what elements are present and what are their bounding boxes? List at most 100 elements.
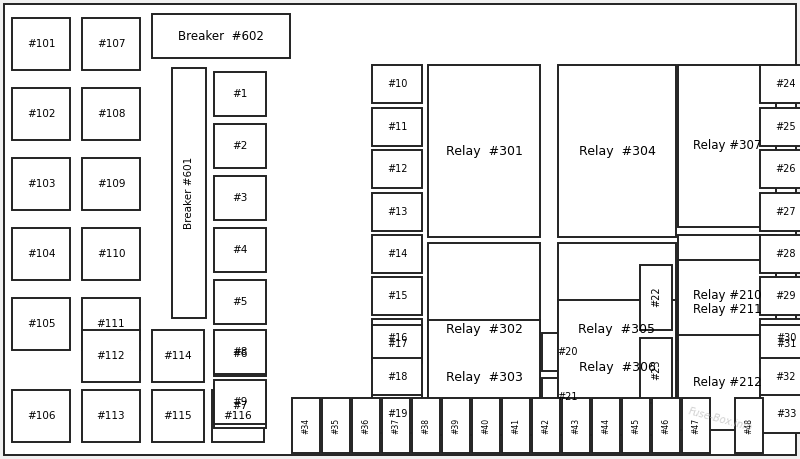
Text: #106: #106 xyxy=(26,411,55,421)
Text: #111: #111 xyxy=(97,319,126,329)
Text: #114: #114 xyxy=(164,351,192,361)
Bar xyxy=(532,398,560,453)
Bar xyxy=(372,235,422,273)
Text: #8: #8 xyxy=(232,347,248,357)
Text: #25: #25 xyxy=(776,122,796,132)
Bar xyxy=(214,176,266,220)
Bar xyxy=(82,390,140,442)
Text: #11: #11 xyxy=(387,122,407,132)
Bar xyxy=(12,158,70,210)
Text: #20: #20 xyxy=(558,347,578,357)
Bar xyxy=(82,88,140,140)
Bar xyxy=(678,235,776,355)
Text: #29: #29 xyxy=(776,291,796,301)
Bar xyxy=(212,390,264,442)
Bar xyxy=(442,398,470,453)
Bar xyxy=(652,398,680,453)
Text: #28: #28 xyxy=(776,249,796,259)
Bar xyxy=(152,330,204,382)
Bar xyxy=(12,18,70,70)
Bar xyxy=(372,319,422,357)
Text: #19: #19 xyxy=(387,409,407,419)
Text: #32: #32 xyxy=(776,372,796,382)
Text: #15: #15 xyxy=(386,291,407,301)
Bar xyxy=(502,398,530,453)
Text: Relay  #303: Relay #303 xyxy=(446,371,522,384)
Bar xyxy=(12,390,70,442)
Bar xyxy=(214,330,266,374)
Text: #45: #45 xyxy=(631,417,641,434)
Bar xyxy=(428,320,540,435)
Bar xyxy=(412,398,440,453)
Text: #23: #23 xyxy=(651,360,661,380)
Bar xyxy=(760,108,800,146)
Text: #12: #12 xyxy=(386,164,407,174)
Bar xyxy=(428,243,540,415)
Bar xyxy=(678,65,776,227)
Text: #14: #14 xyxy=(387,249,407,259)
Text: Relay  #302: Relay #302 xyxy=(446,323,522,336)
Text: Relay #307: Relay #307 xyxy=(693,140,761,152)
Text: #46: #46 xyxy=(662,417,670,434)
Bar xyxy=(372,108,422,146)
Bar xyxy=(760,150,800,188)
Text: #22: #22 xyxy=(651,287,661,308)
Text: #108: #108 xyxy=(97,109,126,119)
Text: #35: #35 xyxy=(331,417,341,434)
Bar xyxy=(760,325,800,363)
Text: #34: #34 xyxy=(302,417,310,434)
Bar xyxy=(82,228,140,280)
Bar xyxy=(592,398,620,453)
Bar xyxy=(562,398,590,453)
Text: #43: #43 xyxy=(571,417,581,434)
Bar xyxy=(622,398,650,453)
Bar xyxy=(682,398,710,453)
Text: #30: #30 xyxy=(776,333,796,343)
Text: #113: #113 xyxy=(97,411,126,421)
Bar xyxy=(372,65,422,103)
Bar xyxy=(678,335,776,430)
Text: Relay  #305: Relay #305 xyxy=(578,323,655,336)
Text: #2: #2 xyxy=(232,141,248,151)
Text: #21: #21 xyxy=(558,392,578,402)
Bar xyxy=(12,88,70,140)
Text: Fuse-Box.info: Fuse-Box.info xyxy=(687,407,753,433)
Text: #3: #3 xyxy=(232,193,248,203)
Text: #107: #107 xyxy=(97,39,126,49)
Bar xyxy=(472,398,500,453)
Text: Breaker  #602: Breaker #602 xyxy=(178,29,264,43)
Text: #31: #31 xyxy=(776,339,796,349)
Text: #26: #26 xyxy=(776,164,796,174)
Text: #104: #104 xyxy=(26,249,55,259)
Bar xyxy=(760,395,800,433)
Bar xyxy=(558,65,676,237)
Bar xyxy=(214,228,266,272)
Bar xyxy=(382,398,410,453)
Text: #33: #33 xyxy=(776,409,796,419)
Text: #24: #24 xyxy=(776,79,796,89)
Text: #18: #18 xyxy=(387,372,407,382)
Text: #6: #6 xyxy=(232,349,248,359)
Text: #102: #102 xyxy=(26,109,55,119)
Bar xyxy=(542,378,594,416)
Text: #4: #4 xyxy=(232,245,248,255)
Bar xyxy=(214,280,266,324)
Bar xyxy=(428,65,540,237)
Text: #27: #27 xyxy=(776,207,796,217)
Text: #116: #116 xyxy=(224,411,252,421)
Text: Breaker #601: Breaker #601 xyxy=(184,157,194,229)
Bar xyxy=(152,14,290,58)
Text: Relay #210: Relay #210 xyxy=(693,289,762,302)
Text: #101: #101 xyxy=(26,39,55,49)
Bar xyxy=(372,277,422,315)
Text: #44: #44 xyxy=(602,417,610,434)
Text: #40: #40 xyxy=(482,417,490,434)
Bar xyxy=(760,277,800,315)
Text: #7: #7 xyxy=(232,401,248,411)
Text: #48: #48 xyxy=(745,418,754,433)
Bar xyxy=(352,398,380,453)
Text: #5: #5 xyxy=(232,297,248,307)
Bar xyxy=(214,380,266,424)
Text: Relay #211: Relay #211 xyxy=(693,303,762,317)
Text: #103: #103 xyxy=(26,179,55,189)
